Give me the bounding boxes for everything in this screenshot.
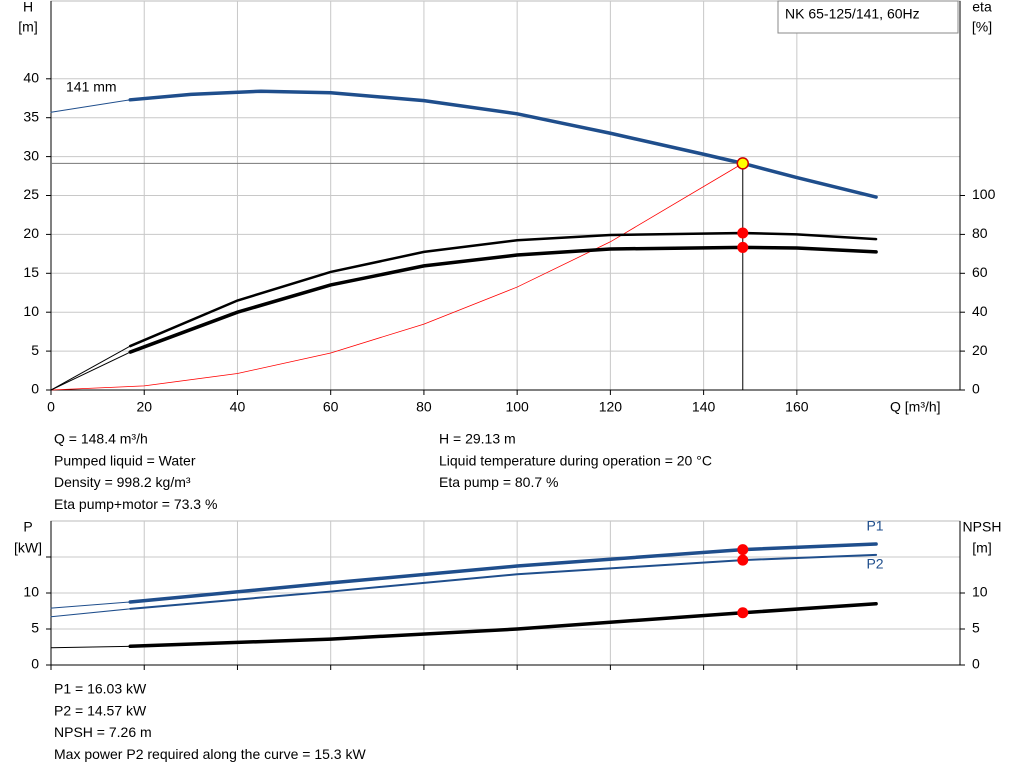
y-tick-label: 20 [23,225,39,241]
info-text: P1 = 16.03 kW [54,681,147,697]
curve-annotation: 141 mm [66,79,117,95]
info-text: Q = 148.4 m³/h [54,431,148,447]
y-axis-label: [m] [18,19,37,35]
x-axis-label: Q [m³/h] [890,399,941,415]
x-tick-label: 0 [47,399,55,415]
y2-tick-label: 80 [972,225,988,241]
y2-axis-label: [%] [972,19,992,35]
x-tick-label: 20 [136,399,152,415]
series-label: P1 [866,518,883,534]
y-tick-label: 10 [23,303,39,319]
x-tick-label: 40 [230,399,246,415]
y2-tick-label: 5 [972,620,980,636]
y-tick-label: 0 [31,381,39,397]
curve [50,351,131,391]
series-label: P2 [866,556,883,572]
y2-tick-label: 0 [972,656,980,672]
x-tick-label: 140 [692,399,716,415]
y-tick-label: 40 [23,70,39,86]
x-tick-label: 160 [785,399,809,415]
duty-point [736,157,750,170]
y-tick-label: 10 [23,584,39,600]
chart-title: NK 65-125/141, 60Hz [785,6,920,22]
y2-tick-label: 40 [972,303,988,319]
y-tick-label: 30 [23,147,39,163]
x-tick-label: 60 [323,399,339,415]
y-tick-label: 5 [31,342,39,358]
curve [128,542,878,604]
y-tick-label: 35 [23,108,39,124]
y2-axis-label: [m] [972,540,991,556]
info-text: Max power P2 required along the curve = … [54,746,366,762]
curve [50,99,131,113]
y2-axis-label: NPSH [963,519,1002,535]
y-tick-label: 5 [31,620,39,636]
x-tick-label: 120 [599,399,623,415]
curve [50,608,131,618]
y2-tick-label: 100 [972,186,996,202]
y-axis-label: H [23,0,33,15]
x-tick-label: 80 [416,399,432,415]
y2-tick-label: 20 [972,342,988,358]
duty-point [737,241,749,253]
curve [50,162,744,391]
curve [50,345,131,391]
legend-box [777,0,959,34]
info-text: Liquid temperature during operation = 20… [439,452,712,468]
info-text: Pumped liquid = Water [54,452,196,468]
x-tick-label: 100 [505,399,529,415]
curve [50,645,131,649]
duty-point [737,554,749,566]
curve [128,89,878,199]
duty-point [737,544,749,556]
curve [128,231,878,348]
info-text: NPSH = 7.26 m [54,724,152,740]
y2-tick-label: 10 [972,584,988,600]
curve [128,245,878,354]
y2-axis-label: eta [972,0,992,15]
duty-point [737,227,749,239]
info-text: Density = 998.2 kg/m³ [54,474,191,490]
y-tick-label: 15 [23,264,39,280]
info-text: Eta pump+motor = 73.3 % [54,496,217,512]
y2-tick-label: 60 [972,264,988,280]
y-tick-label: 0 [31,656,39,672]
curve [128,602,878,649]
curve [50,601,131,609]
y-tick-label: 25 [23,186,39,202]
info-text: Eta pump = 80.7 % [439,474,558,490]
y2-tick-label: 0 [972,381,980,397]
curve [129,553,878,610]
y-axis-label: P [23,519,32,535]
info-text: H = 29.13 m [439,431,516,447]
y-axis-label: [kW] [14,540,42,556]
info-text: P2 = 14.57 kW [54,702,147,718]
duty-point [737,607,749,619]
